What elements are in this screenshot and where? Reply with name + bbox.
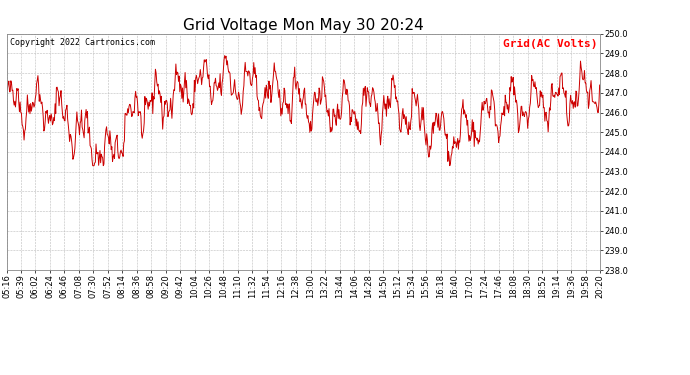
- Text: Grid(AC Volts): Grid(AC Volts): [503, 39, 598, 48]
- Title: Grid Voltage Mon May 30 20:24: Grid Voltage Mon May 30 20:24: [184, 18, 424, 33]
- Text: Copyright 2022 Cartronics.com: Copyright 2022 Cartronics.com: [10, 39, 155, 48]
